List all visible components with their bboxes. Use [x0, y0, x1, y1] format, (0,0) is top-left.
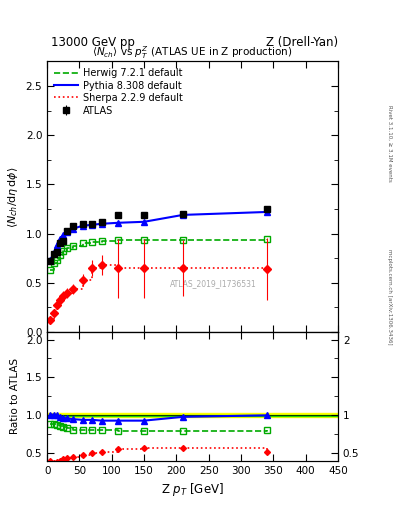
Herwig 7.2.1 default	[90, 240, 95, 246]
Text: Z (Drell-Yan): Z (Drell-Yan)	[266, 36, 338, 49]
Pythia 8.308 default	[64, 228, 69, 234]
Pythia 8.308 default	[142, 219, 147, 225]
Sherpa 2.2.9 default	[142, 265, 147, 271]
Sherpa 2.2.9 default	[100, 262, 105, 268]
Pythia 8.308 default	[80, 223, 85, 229]
Herwig 7.2.1 default	[264, 236, 269, 242]
Sherpa 2.2.9 default	[180, 265, 185, 271]
Title: $\langle N_{ch}\rangle$ vs $p_T^Z$ (ATLAS UE in Z production): $\langle N_{ch}\rangle$ vs $p_T^Z$ (ATLA…	[92, 44, 293, 61]
Pythia 8.308 default	[100, 221, 105, 227]
Herwig 7.2.1 default	[64, 245, 69, 251]
Sherpa 2.2.9 default	[58, 297, 62, 304]
Pythia 8.308 default	[180, 212, 185, 218]
Pythia 8.308 default	[48, 257, 53, 263]
Sherpa 2.2.9 default	[48, 317, 53, 323]
Herwig 7.2.1 default	[51, 260, 56, 266]
Pythia 8.308 default	[90, 222, 95, 228]
Herwig 7.2.1 default	[116, 238, 121, 244]
Herwig 7.2.1 default	[61, 248, 66, 254]
Pythia 8.308 default	[51, 250, 56, 257]
Text: Rivet 3.1.10, ≥ 3.1M events: Rivet 3.1.10, ≥ 3.1M events	[387, 105, 392, 182]
Herwig 7.2.1 default	[100, 239, 105, 245]
Sherpa 2.2.9 default	[61, 292, 66, 298]
Y-axis label: Ratio to ATLAS: Ratio to ATLAS	[10, 358, 20, 435]
Herwig 7.2.1 default	[55, 257, 59, 263]
Pythia 8.308 default	[116, 220, 121, 226]
Sherpa 2.2.9 default	[116, 265, 121, 271]
Line: Pythia 8.308 default: Pythia 8.308 default	[50, 212, 267, 260]
Pythia 8.308 default	[264, 209, 269, 215]
Sherpa 2.2.9 default	[80, 277, 85, 283]
Herwig 7.2.1 default	[71, 243, 75, 249]
Y-axis label: $\langle N_{ch}/\mathrm{d}\eta\,\mathrm{d}\phi\rangle$: $\langle N_{ch}/\mathrm{d}\eta\,\mathrm{…	[6, 166, 20, 227]
Text: ATLAS_2019_I1736531: ATLAS_2019_I1736531	[169, 279, 256, 288]
Herwig 7.2.1 default	[58, 252, 62, 259]
Sherpa 2.2.9 default	[71, 286, 75, 292]
Herwig 7.2.1 default	[48, 267, 53, 273]
Herwig 7.2.1 default	[142, 238, 147, 244]
Text: mcplots.cern.ch [arXiv:1306.3436]: mcplots.cern.ch [arXiv:1306.3436]	[387, 249, 392, 345]
Pythia 8.308 default	[61, 231, 66, 238]
Sherpa 2.2.9 default	[64, 290, 69, 296]
Pythia 8.308 default	[58, 236, 62, 242]
Sherpa 2.2.9 default	[55, 303, 59, 309]
Legend: Herwig 7.2.1 default, Pythia 8.308 default, Sherpa 2.2.9 default, ATLAS: Herwig 7.2.1 default, Pythia 8.308 defau…	[52, 66, 185, 117]
Herwig 7.2.1 default	[80, 240, 85, 246]
Herwig 7.2.1 default	[180, 238, 185, 244]
Sherpa 2.2.9 default	[51, 310, 56, 316]
Sherpa 2.2.9 default	[264, 266, 269, 272]
X-axis label: Z $p_T$ [GeV]: Z $p_T$ [GeV]	[161, 481, 224, 498]
Pythia 8.308 default	[55, 242, 59, 248]
Sherpa 2.2.9 default	[90, 265, 95, 271]
Pythia 8.308 default	[71, 226, 75, 232]
Line: Sherpa 2.2.9 default: Sherpa 2.2.9 default	[50, 265, 267, 320]
Text: 13000 GeV pp: 13000 GeV pp	[51, 36, 135, 49]
Line: Herwig 7.2.1 default: Herwig 7.2.1 default	[50, 239, 267, 270]
